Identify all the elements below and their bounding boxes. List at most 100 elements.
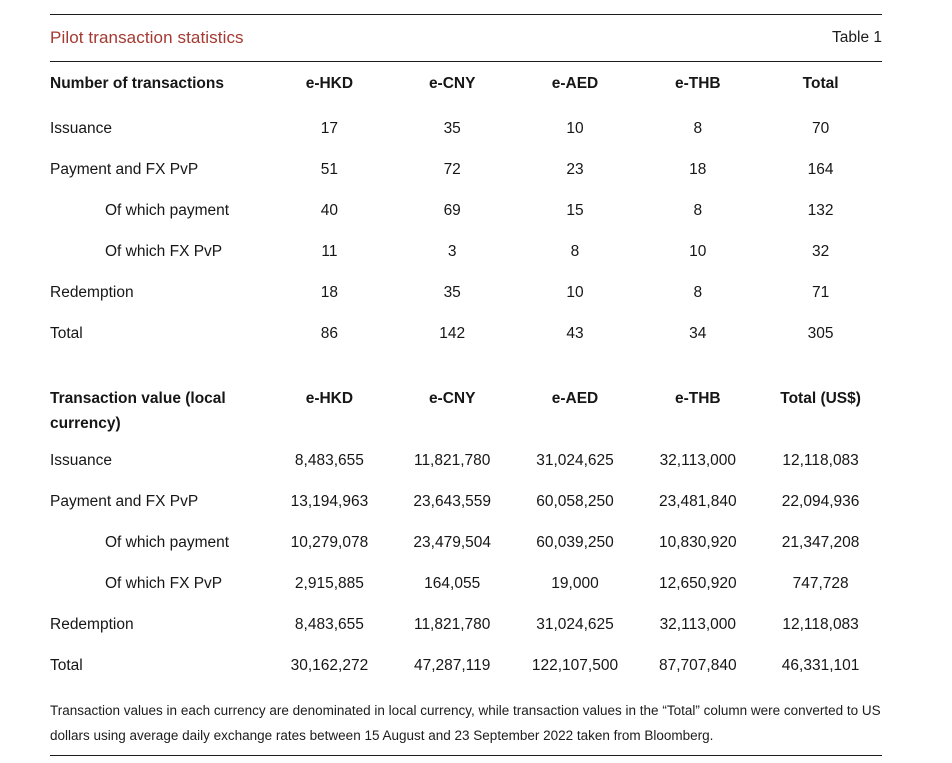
value-cell: 10,279,078 [290, 533, 369, 551]
transaction-value-table: Transaction value (local currency) e-HKD… [50, 376, 882, 686]
value-cell: 12,118,083 [782, 615, 859, 633]
table-row: Of which FX PvP 2,915,885 164,055 19,000… [50, 563, 882, 604]
value-cell: 40 [320, 201, 339, 219]
bottom-rule [50, 755, 882, 756]
value-cell: 8 [693, 283, 703, 301]
value-cell: 23,479,504 [413, 533, 491, 551]
value-cell: 47,287,119 [413, 656, 491, 674]
table-footnote: Transaction values in each currency are … [50, 703, 881, 743]
column-header-ecny: e-CNY [428, 75, 476, 92]
value-cell: 87,707,840 [659, 656, 737, 674]
value-cell: 8 [693, 201, 703, 219]
row-label: Issuance [50, 451, 113, 469]
value-cell: 34 [689, 324, 707, 342]
table-row: Of which FX PvP 11 3 8 10 32 [50, 231, 882, 272]
value-cell: 17 [320, 119, 339, 137]
value-cell: 46,331,101 [781, 656, 860, 674]
value-cell: 12,650,920 [659, 574, 737, 592]
value-cell: 86 [320, 324, 339, 342]
section-header: Number of transactions [50, 75, 224, 92]
value-cell: 18 [689, 160, 707, 178]
value-cell: 164 [807, 160, 834, 178]
value-cell: 2,915,885 [294, 574, 364, 592]
column-header-ehkd: e-HKD [305, 75, 354, 92]
row-label: Of which payment [105, 533, 230, 551]
table-row: Payment and FX PvP 51 72 23 18 164 [50, 149, 882, 190]
row-label: Total [50, 324, 83, 342]
value-cell: 31,024,625 [536, 451, 614, 469]
row-label: Issuance [50, 119, 113, 137]
column-header-ehkd: e-HKD [305, 390, 354, 407]
value-cell: 10 [689, 242, 707, 260]
value-cell: 10 [566, 119, 584, 137]
value-cell: 35 [443, 119, 461, 137]
value-cell: 12,118,083 [782, 451, 859, 469]
value-cell: 18 [320, 283, 339, 301]
value-cell: 72 [443, 160, 461, 178]
value-cell: 30,162,272 [290, 656, 369, 674]
value-cell: 11 [321, 242, 338, 260]
row-label: Redemption [50, 615, 134, 633]
value-cell: 122,107,500 [531, 656, 619, 674]
column-header-total-usd: Total (US$) [780, 390, 861, 407]
row-label: Redemption [50, 283, 134, 301]
value-cell: 31,024,625 [536, 615, 614, 633]
table-row: Of which payment 10,279,078 23,479,504 6… [50, 522, 882, 563]
column-header-total: Total [802, 75, 839, 92]
value-cell: 71 [811, 283, 830, 301]
value-cell: 23,481,840 [659, 492, 737, 510]
column-header-ecny: e-CNY [428, 390, 476, 407]
value-cell: 23 [566, 160, 584, 178]
column-header-eaed: e-AED [551, 390, 599, 407]
table-title: Pilot transaction statistics [50, 28, 244, 47]
value-cell: 8,483,655 [294, 615, 364, 633]
row-label: Of which payment [105, 201, 230, 219]
value-cell: 60,058,250 [536, 492, 614, 510]
row-label: Total [50, 656, 83, 674]
value-cell: 142 [439, 324, 466, 342]
section-header: Transaction value (local currency) [50, 390, 226, 432]
row-label: Of which FX PvP [105, 574, 223, 592]
table-row: Redemption 18 35 10 8 71 [50, 272, 882, 313]
value-cell: 3 [447, 242, 457, 260]
table-row: Payment and FX PvP 13,194,963 23,643,559… [50, 481, 882, 522]
value-cell: 10 [566, 283, 584, 301]
table-header-row: Transaction value (local currency) e-HKD… [50, 376, 882, 440]
table-header-row: Number of transactions e-HKD e-CNY e-AED… [50, 62, 882, 108]
value-cell: 35 [443, 283, 461, 301]
value-cell: 69 [443, 201, 461, 219]
value-cell: 60,039,250 [536, 533, 614, 551]
table-title-row: Pilot transaction statistics Table 1 [50, 15, 882, 61]
value-cell: 747,728 [792, 574, 849, 592]
row-label: Of which FX PvP [105, 242, 223, 260]
value-cell: 11,821,780 [413, 451, 491, 469]
value-cell: 32 [811, 242, 830, 260]
value-cell: 132 [807, 201, 834, 219]
value-cell: 19,000 [551, 574, 599, 592]
column-header-eaed: e-AED [551, 75, 599, 92]
table-row: Issuance 8,483,655 11,821,780 31,024,625… [50, 440, 882, 481]
value-cell: 51 [320, 160, 339, 178]
table-row: Issuance 17 35 10 8 70 [50, 108, 882, 149]
table-1-sheet: Pilot transaction statistics Table 1 Num… [50, 14, 882, 756]
row-label: Payment and FX PvP [50, 160, 199, 178]
value-cell: 11,821,780 [413, 615, 491, 633]
value-cell: 8 [570, 242, 580, 260]
value-cell: 32,113,000 [659, 615, 736, 633]
table-row: Total 30,162,272 47,287,119 122,107,500 … [50, 645, 882, 686]
top-rule [50, 14, 882, 15]
transaction-count-table: Number of transactions e-HKD e-CNY e-AED… [50, 62, 882, 354]
value-cell: 70 [811, 119, 830, 137]
title-rule [50, 61, 882, 62]
row-label: Payment and FX PvP [50, 492, 199, 510]
value-cell: 22,094,936 [781, 492, 860, 510]
column-header-ethb: e-THB [674, 75, 721, 92]
value-cell: 21,347,208 [781, 533, 860, 551]
value-cell: 43 [566, 324, 584, 342]
value-cell: 32,113,000 [659, 451, 736, 469]
value-cell: 15 [566, 201, 584, 219]
table-row: Redemption 8,483,655 11,821,780 31,024,6… [50, 604, 882, 645]
value-cell: 164,055 [424, 574, 481, 592]
column-header-ethb: e-THB [674, 390, 721, 407]
